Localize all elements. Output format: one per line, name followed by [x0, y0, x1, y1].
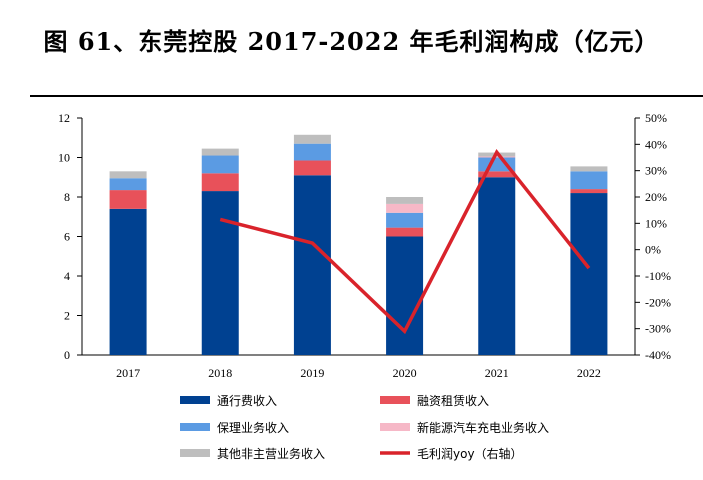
bar-other-2020: [386, 197, 424, 204]
x-tick-label: 2019: [300, 366, 324, 380]
bar-finance_lease-2017: [109, 190, 147, 209]
bar-other-2017: [109, 171, 147, 179]
right-tick-label: -30%: [645, 322, 671, 336]
bar-toll-2017: [109, 208, 147, 355]
bar-factoring-2018: [201, 155, 239, 174]
bar-toll-2020: [386, 236, 424, 355]
bar-finance_lease-2018: [201, 173, 239, 192]
left-tick-label: 0: [64, 348, 70, 362]
left-tick-label: 12: [58, 111, 70, 125]
legend-label-factoring: 保理业务收入: [217, 420, 289, 435]
bar-finance_lease-2019: [293, 160, 331, 176]
x-tick-label: 2018: [208, 366, 232, 380]
right-tick-label: 20%: [645, 190, 667, 204]
bar-toll-2019: [293, 175, 331, 355]
left-tick-label: 4: [64, 269, 70, 283]
right-tick-label: 40%: [645, 137, 667, 151]
bar-ev_charging-2020: [386, 203, 424, 213]
right-tick-label: 10%: [645, 216, 667, 230]
bar-factoring-2017: [109, 178, 147, 191]
legend-label-yoy: 毛利润yoy（右轴）: [417, 446, 523, 461]
x-tick-label: 2017: [116, 366, 140, 380]
yoy-line: [219, 149, 591, 335]
left-tick-label: 2: [64, 309, 70, 323]
bar-factoring-2019: [293, 143, 331, 161]
bar-finance_lease-2021: [478, 171, 516, 178]
legend-label-toll: 通行费收入: [217, 394, 277, 408]
legend-label-other: 其他非主营业务收入: [217, 446, 325, 461]
bar-other-2019: [293, 134, 331, 144]
bar-finance_lease-2020: [386, 227, 424, 237]
bar-factoring-2022: [570, 171, 608, 190]
bar-ev_charging-2021: [478, 156, 516, 158]
x-tick-label: 2021: [485, 366, 509, 380]
right-tick-label: -20%: [645, 295, 671, 309]
right-tick-label: 0%: [645, 243, 661, 257]
x-tick-label: 2020: [393, 366, 417, 380]
legend-label-finance_lease: 融资租赁收入: [417, 394, 489, 408]
legend-swatch-toll: [180, 396, 210, 404]
legend-swatch-ev_charging: [380, 423, 410, 431]
left-tick-label: 6: [64, 230, 70, 244]
bar-other-2018: [201, 148, 239, 156]
left-tick-label: 10: [58, 151, 70, 165]
bar-other-2022: [570, 166, 608, 172]
legend-swatch-finance_lease: [380, 396, 410, 404]
chart-title: 图 61、东莞控股 2017-2022 年毛利润构成（亿元）: [43, 27, 660, 56]
right-tick-label: -10%: [645, 269, 671, 283]
bar-toll-2018: [201, 191, 239, 355]
title-rule: [30, 95, 703, 97]
legend-swatch-other: [180, 449, 210, 457]
bar-factoring-2020: [386, 212, 424, 228]
right-tick-label: 50%: [645, 111, 667, 125]
bar-toll-2021: [478, 177, 516, 355]
legend-swatch-factoring: [180, 423, 210, 431]
right-tick-label: -40%: [645, 348, 671, 362]
right-tick-label: 30%: [645, 164, 667, 178]
bar-finance_lease-2022: [570, 189, 608, 194]
bar-toll-2022: [570, 193, 608, 355]
legend-label-ev_charging: 新能源汽车充电业务收入: [417, 420, 549, 435]
x-tick-label: 2022: [577, 366, 601, 380]
left-tick-label: 8: [64, 190, 70, 204]
